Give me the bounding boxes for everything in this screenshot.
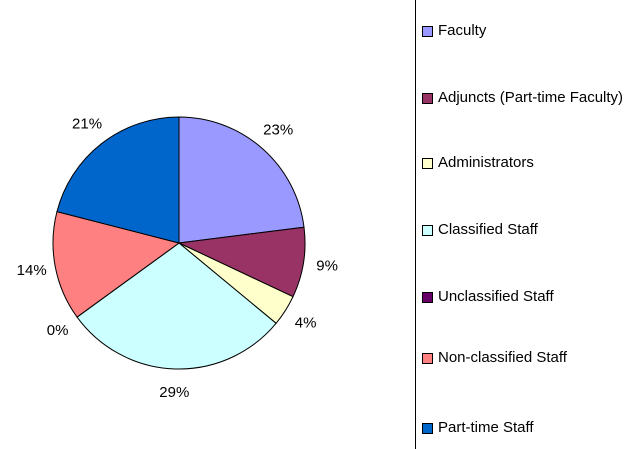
data-label: 9%: [316, 257, 338, 274]
legend-label: Non-classified Staff: [438, 349, 567, 366]
legend-swatch: [422, 93, 433, 104]
legend-swatch: [422, 423, 433, 434]
legend-entry: Faculty: [422, 20, 632, 42]
legend-label: Unclassified Staff: [438, 288, 554, 305]
pie-slice: [76, 242, 277, 370]
data-label: 23%: [263, 121, 293, 138]
legend-label: Part-time Staff: [438, 419, 534, 436]
pie-slice: [52, 211, 181, 318]
plot: 23% 9% 4% 29% 0% 14% 21%: [17, 115, 338, 401]
legend-entry: Part-time Staff: [422, 417, 632, 439]
legend-label: Classified Staff: [438, 221, 538, 238]
legend-swatch: [422, 158, 433, 169]
legend-swatch: [422, 353, 433, 364]
legend-label: Adjuncts (Part-time Faculty): [438, 89, 624, 106]
pie-slice: [56, 116, 180, 244]
legend-label: Faculty: [438, 22, 487, 39]
pie-slice: [178, 116, 305, 244]
legend: Faculty Adjuncts (Part-time Faculty) Admin…: [415, 0, 641, 449]
data-label: 29%: [159, 384, 189, 401]
data-label: 14%: [17, 262, 47, 279]
data-label: 21%: [72, 115, 102, 132]
legend-swatch: [422, 292, 433, 303]
legend-entry: Unclassified Staff: [422, 286, 632, 308]
legend-label: Administrators: [438, 154, 534, 171]
legend-entry: Administrators: [422, 152, 632, 174]
legend-swatch: [422, 225, 433, 236]
legend-entry: Classified Staff: [422, 219, 632, 241]
data-label: 0%: [47, 322, 69, 339]
legend-swatch: [422, 26, 433, 37]
legend-entry: Non-classified Staff: [422, 347, 632, 369]
data-label: 4%: [295, 314, 317, 331]
legend-entry: Adjuncts (Part-time Faculty): [422, 87, 632, 109]
